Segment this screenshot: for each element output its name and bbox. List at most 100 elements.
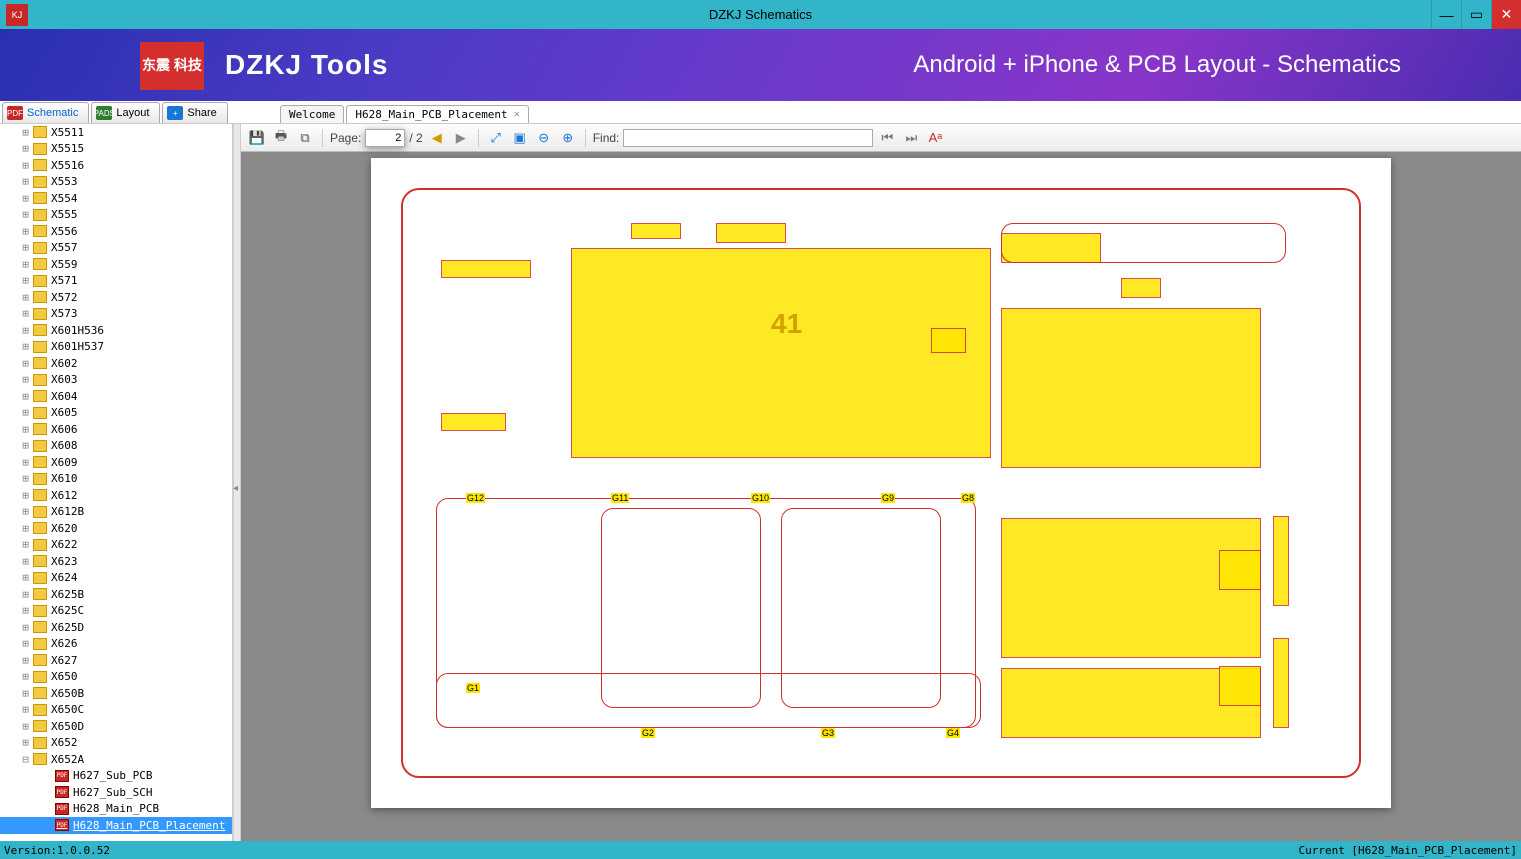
expand-icon[interactable]: ⊞	[20, 373, 31, 386]
tree-folder[interactable]: ⊞X650C	[0, 702, 232, 719]
tree-folder[interactable]: ⊞X559	[0, 256, 232, 273]
expand-icon[interactable]: ⊞	[20, 340, 31, 353]
expand-icon[interactable]: ⊞	[20, 159, 31, 172]
tree-folder[interactable]: ⊞X554	[0, 190, 232, 207]
expand-icon[interactable]: ⊞	[20, 472, 31, 485]
expand-icon[interactable]: ⊞	[20, 291, 31, 304]
expand-icon[interactable]: ⊞	[20, 142, 31, 155]
expand-icon[interactable]: ⊞	[20, 208, 31, 221]
expand-icon[interactable]: ⊞	[20, 538, 31, 551]
expand-icon[interactable]: ⊞	[20, 489, 31, 502]
expand-icon[interactable]: ⊞	[20, 687, 31, 700]
expand-icon[interactable]: ⊞	[20, 406, 31, 419]
expand-icon[interactable]: ⊞	[20, 126, 31, 139]
tree-folder[interactable]: ⊞X5516	[0, 157, 232, 174]
find-prev-icon[interactable]: ⏮	[877, 128, 897, 148]
expand-icon[interactable]: ⊞	[20, 324, 31, 337]
doc-tab[interactable]: Welcome	[280, 105, 344, 123]
expand-icon[interactable]: ⊞	[20, 522, 31, 535]
page-input[interactable]	[365, 129, 405, 147]
close-tab-icon[interactable]: ✕	[514, 109, 520, 120]
expand-icon[interactable]: ⊞	[20, 720, 31, 733]
expand-icon[interactable]: ⊞	[20, 670, 31, 683]
expand-icon[interactable]: ⊞	[20, 307, 31, 320]
expand-icon[interactable]: ⊞	[20, 703, 31, 716]
tree-folder[interactable]: ⊞X601H537	[0, 339, 232, 356]
copy-icon[interactable]: ⧉	[295, 128, 315, 148]
expand-icon[interactable]: ⊞	[20, 225, 31, 238]
expand-icon[interactable]: ⊞	[20, 604, 31, 617]
expand-icon[interactable]: ⊞	[20, 274, 31, 287]
expand-icon[interactable]: ⊞	[20, 621, 31, 634]
tree-folder[interactable]: ⊞X601H536	[0, 322, 232, 339]
tree-folder[interactable]: ⊞X625B	[0, 586, 232, 603]
expand-icon[interactable]: ⊞	[20, 423, 31, 436]
tree-folder[interactable]: ⊞X572	[0, 289, 232, 306]
tree-folder[interactable]: ⊞X650	[0, 669, 232, 686]
tree-folder-expanded[interactable]: ⊟X652A	[0, 751, 232, 768]
expand-icon[interactable]: ⊞	[20, 192, 31, 205]
tree-folder[interactable]: ⊞X625C	[0, 603, 232, 620]
tree-folder[interactable]: ⊞X603	[0, 372, 232, 389]
zoom-in-icon[interactable]: ⊕	[558, 128, 578, 148]
zoom-out-icon[interactable]: ⊖	[534, 128, 554, 148]
tree-file[interactable]: PDFH628_Main_PCB_Placement	[0, 817, 232, 834]
tree-folder[interactable]: ⊞X609	[0, 454, 232, 471]
tree-folder[interactable]: ⊞X604	[0, 388, 232, 405]
tree-folder[interactable]: ⊞X606	[0, 421, 232, 438]
canvas-scroll[interactable]: 41G12G11G10G9G8G1G2G3G4	[241, 152, 1521, 841]
expand-icon[interactable]: ⊞	[20, 571, 31, 584]
expand-icon[interactable]: ⊞	[20, 456, 31, 469]
expand-icon[interactable]: ⊞	[20, 505, 31, 518]
fit-page-icon[interactable]: ▣	[510, 128, 530, 148]
prev-page-icon[interactable]: ◀	[427, 128, 447, 148]
tree-folder[interactable]: ⊞X5511	[0, 124, 232, 141]
tree-folder[interactable]: ⊞X625D	[0, 619, 232, 636]
print-icon[interactable]: 🖶	[271, 128, 291, 148]
tree-folder[interactable]: ⊞X650D	[0, 718, 232, 735]
tree-folder[interactable]: ⊞X626	[0, 636, 232, 653]
tree-file[interactable]: PDFH627_Sub_SCH	[0, 784, 232, 801]
tree-folder[interactable]: ⊞X652	[0, 735, 232, 752]
tree-file[interactable]: PDFH627_Sub_PCB	[0, 768, 232, 785]
tree-folder[interactable]: ⊞X620	[0, 520, 232, 537]
expand-icon[interactable]: ⊞	[20, 258, 31, 271]
tree-folder[interactable]: ⊞X555	[0, 207, 232, 224]
tree-folder[interactable]: ⊞X612	[0, 487, 232, 504]
tree-folder[interactable]: ⊞X623	[0, 553, 232, 570]
tree-folder[interactable]: ⊞X624	[0, 570, 232, 587]
tree-folder[interactable]: ⊞X556	[0, 223, 232, 240]
tree-folder[interactable]: ⊞X608	[0, 438, 232, 455]
next-page-icon[interactable]: ▶	[451, 128, 471, 148]
splitter[interactable]	[233, 124, 241, 841]
find-input[interactable]	[623, 129, 873, 147]
expand-icon[interactable]: ⊞	[20, 637, 31, 650]
tree-folder[interactable]: ⊞X553	[0, 174, 232, 191]
expand-icon[interactable]: ⊞	[20, 390, 31, 403]
tree-folder[interactable]: ⊞X571	[0, 273, 232, 290]
tree-folder[interactable]: ⊞X610	[0, 471, 232, 488]
fit-width-icon[interactable]: ⤢	[486, 128, 506, 148]
tree-folder[interactable]: ⊞X622	[0, 537, 232, 554]
expand-icon[interactable]: ⊞	[20, 654, 31, 667]
expand-icon[interactable]: ⊞	[20, 439, 31, 452]
tree-folder[interactable]: ⊞X612B	[0, 504, 232, 521]
tree-folder[interactable]: ⊞X602	[0, 355, 232, 372]
expand-icon[interactable]: ⊞	[20, 357, 31, 370]
tree-file[interactable]: PDFH628_Main_PCB	[0, 801, 232, 818]
tree-folder[interactable]: ⊞X627	[0, 652, 232, 669]
expand-icon[interactable]: ⊞	[20, 175, 31, 188]
save-icon[interactable]: 💾	[247, 128, 267, 148]
find-next-icon[interactable]: ⏭	[901, 128, 921, 148]
tree-folder[interactable]: ⊞X605	[0, 405, 232, 422]
expand-icon[interactable]: ⊞	[20, 555, 31, 568]
tree-folder[interactable]: ⊞X650B	[0, 685, 232, 702]
text-select-icon[interactable]: Aᵃ	[925, 128, 945, 148]
tree-folder[interactable]: ⊞X5515	[0, 141, 232, 158]
tree-sidebar[interactable]: ⊞X5511⊞X5515⊞X5516⊞X553⊞X554⊞X555⊞X556 ⊞X…	[0, 124, 233, 841]
doc-tab[interactable]: H628_Main_PCB_Placement✕	[346, 105, 528, 123]
expand-icon[interactable]: ⊞	[20, 241, 31, 254]
collapse-icon[interactable]: ⊟	[20, 753, 31, 766]
expand-icon[interactable]: ⊞	[20, 736, 31, 749]
expand-icon[interactable]: ⊞	[20, 588, 31, 601]
